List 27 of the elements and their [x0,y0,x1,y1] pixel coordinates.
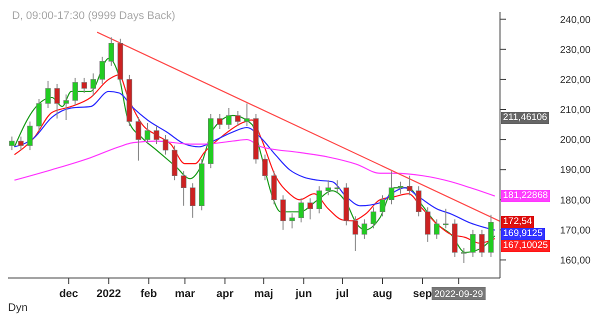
y-tick-label: 230,00 [560,44,592,56]
text: 211,46106 [501,112,550,124]
y-tick-label: 170,00 [560,225,592,236]
y-tick-label: 190,00 [560,165,592,176]
x-tick-label: jul [335,288,349,300]
chart-title: D, 09:00-17:30 (9999 Days Back) [12,10,176,22]
y-tick-label: 200,00 [560,135,592,146]
y-tick-label: 210,00 [560,105,592,116]
data-label: 167,10025 [501,240,550,252]
x-tick-label: maj [254,288,274,300]
text: Dyn [8,302,28,314]
x-tick-label: 2022-09-29 [434,289,483,300]
y-tick-label: 240,00 [560,14,592,26]
x-tick-label: dec [59,288,78,300]
x-tick-label: mar [174,288,196,300]
x-tick-label: sep [413,288,432,300]
x-tick-label: feb [140,288,158,300]
annotation: 172,54 [501,216,534,228]
y-tick-label: 160,00 [560,255,592,266]
data-label: 169,9125 [501,228,545,240]
x-tick-label: jun [294,288,312,300]
x-tick-label: apr [216,288,234,300]
y-tick-label: 180,00 [560,195,592,206]
x-tick-label: aug [372,288,392,300]
x-tick-label: 2022 [96,288,121,300]
y-tick-label: 220,00 [560,74,592,86]
data-label: 181,22868 [501,190,550,202]
